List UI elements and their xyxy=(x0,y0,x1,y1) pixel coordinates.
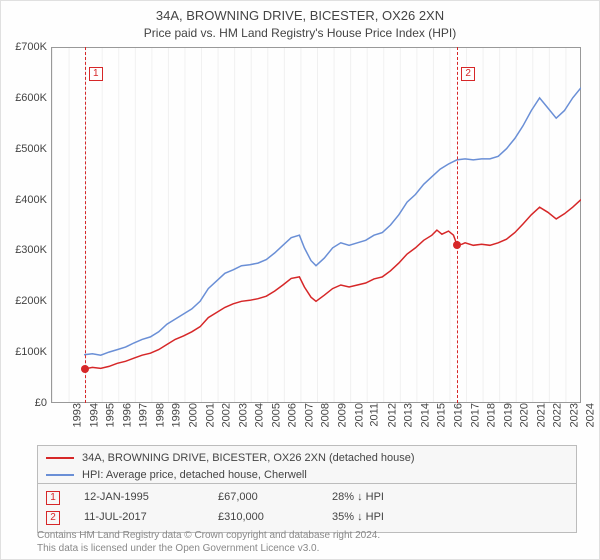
x-axis-tick: 2022 xyxy=(552,403,564,427)
x-axis-tick: 2019 xyxy=(502,403,514,427)
footer-line: This data is licensed under the Open Gov… xyxy=(37,542,577,555)
x-axis-tick: 2014 xyxy=(419,403,431,427)
x-axis-tick: 2012 xyxy=(386,403,398,427)
transaction-row: 1 12-JAN-1995 £67,000 28% ↓ HPI xyxy=(46,488,568,508)
transaction-marker: 1 xyxy=(46,491,60,505)
y-axis-tick: £200K xyxy=(15,295,47,307)
legend-item: 34A, BROWNING DRIVE, BICESTER, OX26 2XN … xyxy=(46,450,568,467)
x-axis-tick: 2003 xyxy=(237,403,249,427)
chart-title: 34A, BROWNING DRIVE, BICESTER, OX26 2XN xyxy=(1,7,599,25)
legend-label: HPI: Average price, detached house, Cher… xyxy=(82,467,307,484)
x-axis-tick: 2018 xyxy=(486,403,498,427)
legend-item: HPI: Average price, detached house, Cher… xyxy=(46,467,568,484)
x-axis-tick: 1998 xyxy=(154,403,166,427)
transaction-row: 2 11-JUL-2017 £310,000 35% ↓ HPI xyxy=(46,508,568,528)
event-marker: 1 xyxy=(89,67,103,81)
x-axis-tick: 2006 xyxy=(287,403,299,427)
y-axis-tick: £0 xyxy=(35,397,47,409)
legend: 34A, BROWNING DRIVE, BICESTER, OX26 2XN … xyxy=(37,445,577,488)
event-dot xyxy=(81,365,89,373)
y-axis-tick: £100K xyxy=(15,346,47,358)
legend-label: 34A, BROWNING DRIVE, BICESTER, OX26 2XN … xyxy=(82,450,415,467)
x-axis-tick: 2021 xyxy=(535,403,547,427)
x-axis-tick: 2023 xyxy=(568,403,580,427)
y-axis-tick: £300K xyxy=(15,244,47,256)
x-axis-tick: 2009 xyxy=(336,403,348,427)
x-axis-tick: 2001 xyxy=(204,403,216,427)
x-axis-tick: 2016 xyxy=(452,403,464,427)
x-axis-tick: 1994 xyxy=(88,403,100,427)
transaction-date: 12-JAN-1995 xyxy=(84,488,194,508)
x-axis-tick: 1995 xyxy=(105,403,117,427)
x-axis-tick: 2008 xyxy=(320,403,332,427)
series-hpi xyxy=(84,88,581,356)
x-axis-tick: 2002 xyxy=(221,403,233,427)
x-axis-tick: 2010 xyxy=(353,403,365,427)
transactions-table: 1 12-JAN-1995 £67,000 28% ↓ HPI 2 11-JUL-2017… xyxy=(37,483,577,533)
footer-attribution: Contains HM Land Registry data © Crown c… xyxy=(37,529,577,555)
line-series xyxy=(51,47,581,403)
x-axis-tick: 1993 xyxy=(71,403,83,427)
plot-area: £0£100K£200K£300K£400K£500K£600K£700K199… xyxy=(51,47,581,403)
chart-subtitle: Price paid vs. HM Land Registry's House … xyxy=(1,26,599,40)
transaction-price: £67,000 xyxy=(218,488,308,508)
series-price_paid xyxy=(85,200,581,369)
transaction-date: 11-JUL-2017 xyxy=(84,508,194,528)
x-axis-tick: 2020 xyxy=(519,403,531,427)
event-dot xyxy=(453,241,461,249)
event-marker: 2 xyxy=(461,67,475,81)
footer-line: Contains HM Land Registry data © Crown c… xyxy=(37,529,577,542)
x-axis-tick: 2024 xyxy=(585,403,597,427)
x-axis-tick: 2017 xyxy=(469,403,481,427)
y-axis-tick: £400K xyxy=(15,194,47,206)
chart-container: 34A, BROWNING DRIVE, BICESTER, OX26 2XN … xyxy=(0,0,600,560)
x-axis-tick: 1996 xyxy=(121,403,133,427)
y-axis-tick: £700K xyxy=(15,41,47,53)
x-axis-tick: 1997 xyxy=(138,403,150,427)
y-axis-tick: £600K xyxy=(15,92,47,104)
transaction-diff: 35% ↓ HPI xyxy=(332,508,452,528)
x-axis-tick: 2007 xyxy=(303,403,315,427)
event-line xyxy=(85,47,86,403)
x-axis-tick: 2013 xyxy=(403,403,415,427)
legend-swatch xyxy=(46,474,74,476)
x-axis-tick: 1999 xyxy=(171,403,183,427)
x-axis-tick: 2015 xyxy=(436,403,448,427)
transaction-price: £310,000 xyxy=(218,508,308,528)
x-axis-tick: 2000 xyxy=(187,403,199,427)
event-line xyxy=(457,47,458,403)
x-axis-tick: 2005 xyxy=(270,403,282,427)
transaction-diff: 28% ↓ HPI xyxy=(332,488,452,508)
legend-swatch xyxy=(46,457,74,459)
x-axis-tick: 2011 xyxy=(369,403,381,427)
transaction-marker: 2 xyxy=(46,511,60,525)
x-axis-tick: 2004 xyxy=(254,403,266,427)
y-axis-tick: £500K xyxy=(15,143,47,155)
